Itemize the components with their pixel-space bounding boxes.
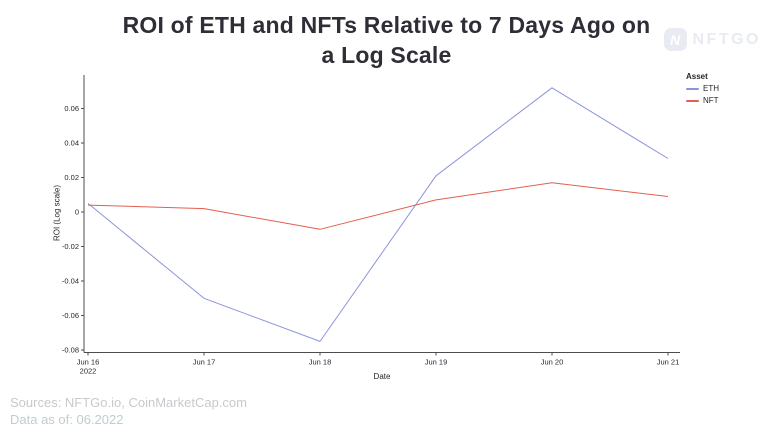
x-tick-label: Jun 18	[309, 358, 332, 367]
x-axis-label: Date	[373, 372, 391, 381]
y-tick-label: -0.04	[62, 277, 79, 286]
eth-line-swatch	[686, 87, 699, 90]
chart-title: ROI of ETH and NFTs Relative to 7 Days A…	[0, 10, 773, 70]
nftgo-logo: N NFTGO	[663, 28, 762, 51]
series-line-nft	[87, 182, 669, 230]
y-tick-label: 0.06	[64, 104, 79, 113]
legend-item-nft: NFT	[686, 96, 719, 105]
y-tick-label: -0.08	[62, 346, 79, 355]
legend: Asset ETH NFT	[686, 72, 719, 108]
y-axis-label: ROI (Log scale)	[52, 184, 62, 242]
legend-title: Asset	[686, 72, 708, 81]
x-tick-label: Jun 19	[425, 358, 448, 367]
data-as-of-text: Data as of: 06.2022	[10, 412, 124, 427]
legend-label-nft: NFT	[703, 96, 719, 105]
y-tick-label: 0.02	[64, 173, 79, 182]
chart-title-line1: ROI of ETH and NFTs Relative to 7 Days A…	[122, 12, 651, 38]
x-tick-label: Jun 20	[541, 358, 564, 367]
nftgo-logo-text: NFTGO	[692, 30, 761, 48]
x-tick-label: Jun 16	[77, 358, 100, 367]
x-tick-year-label: 2022	[80, 367, 97, 376]
legend-item-eth: ETH	[686, 84, 719, 93]
sources-text: Sources: NFTGo.io, CoinMarketCap.com	[10, 395, 247, 410]
legend-label-eth: ETH	[703, 84, 719, 93]
y-tick-label: 0	[75, 208, 79, 217]
footer: Sources: NFTGo.io, CoinMarketCap.com Dat…	[10, 394, 247, 428]
x-tick-label: Jun 17	[193, 358, 216, 367]
x-tick-label: Jun 21	[657, 358, 680, 367]
nftgo-logo-icon: N	[663, 28, 687, 51]
y-tick-label: -0.06	[62, 311, 79, 320]
y-tick-label: -0.02	[62, 242, 79, 251]
chart-title-line2: a Log Scale	[321, 42, 452, 68]
y-tick-label: 0.04	[64, 139, 79, 148]
nft-line-swatch	[686, 99, 699, 102]
series-line-eth	[87, 87, 669, 342]
